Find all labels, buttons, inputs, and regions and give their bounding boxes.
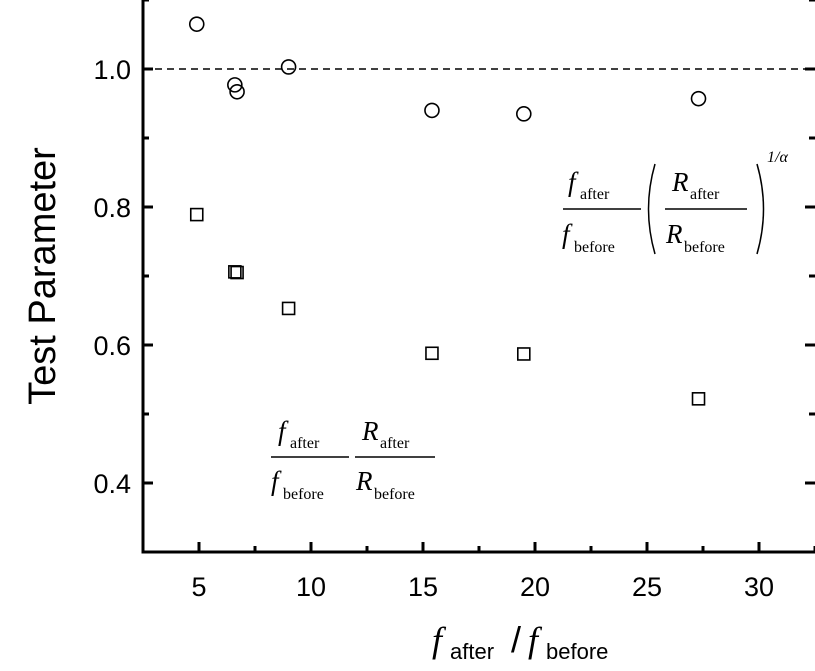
cf-f-before: f xyxy=(562,219,573,249)
circle-marker xyxy=(188,16,205,32)
y-tick-label: 0.8 xyxy=(93,193,131,223)
sf-r-before: R xyxy=(355,466,373,496)
x-tick-label: 25 xyxy=(632,572,662,602)
y-ticks: 0.4 0.6 0.8 1.0 xyxy=(93,0,153,554)
x-label-f2: f xyxy=(528,620,543,660)
square-marker xyxy=(516,347,531,361)
x-ticks: 5 10 15 20 25 30 xyxy=(141,542,815,602)
sf-r-after: R xyxy=(361,416,379,446)
x-tick-label: 30 xyxy=(744,572,774,602)
x-label-slash: / xyxy=(511,619,521,660)
sf-r-sub-before: before xyxy=(374,486,415,503)
square-formula-annotation: f after f before R after R before xyxy=(271,416,435,503)
square-marker xyxy=(281,301,296,316)
cf-f-after: f xyxy=(568,167,579,197)
y-tick-label: 1.0 xyxy=(93,55,131,85)
cf-r-after: R xyxy=(671,167,689,197)
cf-r-sub-before: before xyxy=(684,239,725,256)
x-tick-label: 10 xyxy=(296,572,326,602)
cf-r-before: R xyxy=(665,219,683,249)
cf-right-paren xyxy=(756,163,765,255)
sf-f-before: f xyxy=(271,466,282,496)
x-label-f1: f xyxy=(432,620,447,660)
circle-marker xyxy=(424,102,440,119)
cf-r-sub-after: after xyxy=(690,186,720,203)
x-tick-label: 5 xyxy=(191,572,206,602)
y-tick-label: 0.6 xyxy=(93,331,131,361)
cf-sub-before: before xyxy=(574,239,615,256)
square-marker xyxy=(230,265,244,280)
circle-marker xyxy=(690,90,707,107)
x-tick-label: 20 xyxy=(520,572,550,602)
y-axis-label: Test Parameter xyxy=(22,147,64,405)
circle-marker xyxy=(227,77,243,93)
sf-sub-before: before xyxy=(283,486,324,503)
right-ticks xyxy=(805,0,815,554)
x-tick-label: 15 xyxy=(408,572,438,602)
cf-exponent: 1/α xyxy=(767,149,788,166)
square-marker xyxy=(691,392,706,406)
circle-marker xyxy=(280,59,297,75)
square-marker xyxy=(189,207,204,222)
circle-formula-annotation: f after f before R after R before 1/α xyxy=(562,149,788,256)
square-marker xyxy=(425,346,439,361)
x-axis-label: f after / f before xyxy=(432,619,608,664)
x-label-sub1: after xyxy=(450,639,494,664)
cf-left-paren xyxy=(647,163,656,255)
x-label-sub2: before xyxy=(546,639,608,664)
circle-marker xyxy=(229,83,245,100)
data-points xyxy=(188,16,707,406)
circle-marker xyxy=(515,106,532,122)
sf-r-sub-after: after xyxy=(380,435,410,452)
y-tick-label: 0.4 xyxy=(93,469,131,499)
cf-sub-after: after xyxy=(580,186,610,203)
sf-sub-after: after xyxy=(290,435,320,452)
sf-f-after: f xyxy=(278,416,289,446)
